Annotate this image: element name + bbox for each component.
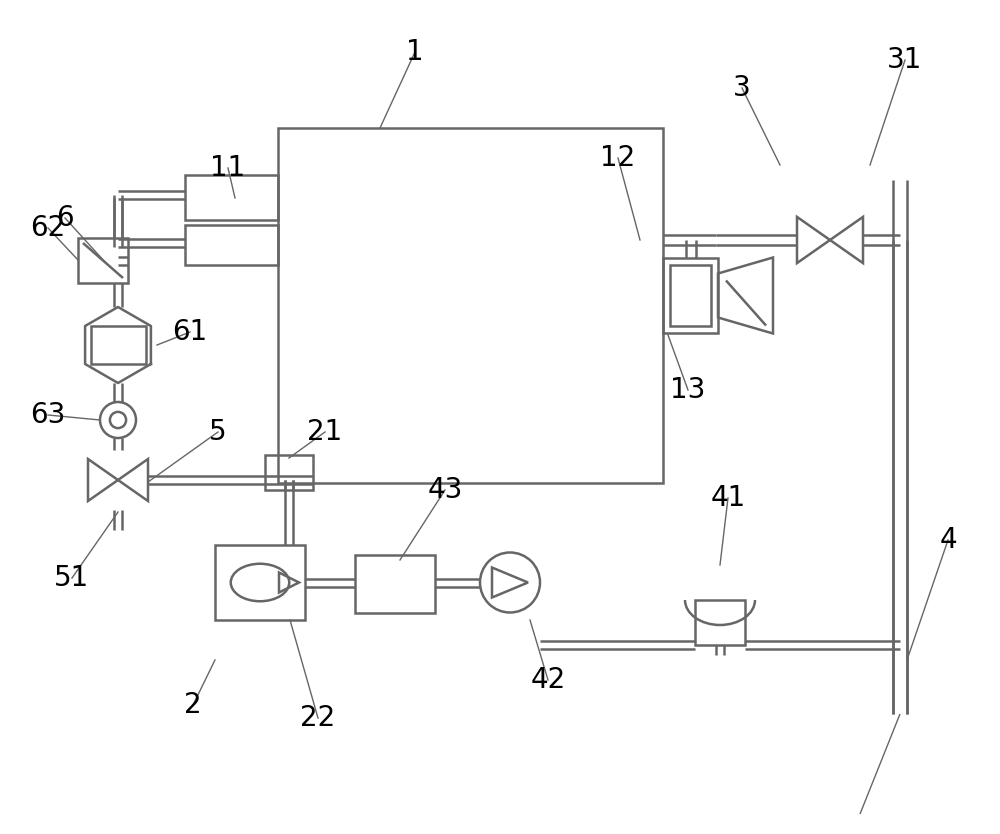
Bar — [663, 258, 718, 333]
Text: 6: 6 — [56, 204, 74, 232]
Text: 61: 61 — [172, 318, 208, 346]
Text: 2: 2 — [184, 691, 202, 719]
Text: 5: 5 — [209, 418, 227, 446]
Text: 31: 31 — [887, 46, 923, 74]
Text: 42: 42 — [530, 666, 566, 694]
Bar — [185, 225, 278, 265]
Text: 43: 43 — [427, 476, 463, 504]
Text: 51: 51 — [54, 564, 90, 592]
Bar — [265, 455, 313, 490]
Text: 3: 3 — [733, 74, 751, 102]
Text: 12: 12 — [600, 144, 636, 172]
Bar — [90, 326, 146, 364]
Bar — [355, 555, 435, 613]
Bar — [670, 265, 711, 326]
Text: 41: 41 — [710, 484, 746, 512]
Bar — [695, 600, 745, 645]
Text: 4: 4 — [939, 526, 957, 554]
Text: 21: 21 — [307, 418, 343, 446]
Text: 13: 13 — [670, 376, 706, 404]
Text: 11: 11 — [210, 154, 246, 182]
Bar — [278, 128, 663, 483]
Text: 22: 22 — [300, 704, 336, 732]
Text: 63: 63 — [30, 401, 66, 429]
Bar — [185, 175, 278, 220]
Bar — [215, 545, 305, 620]
Text: 62: 62 — [30, 214, 66, 242]
Bar — [78, 238, 128, 283]
Text: 1: 1 — [406, 38, 424, 66]
